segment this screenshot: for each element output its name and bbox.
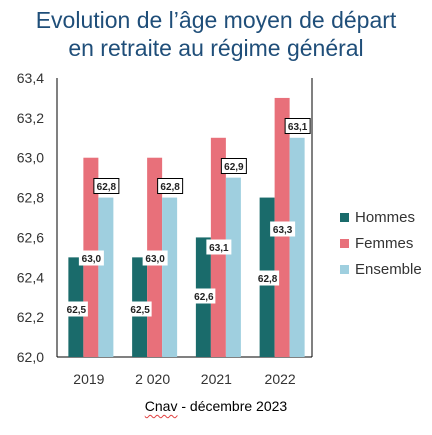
bar-ensemble-3 bbox=[289, 137, 305, 357]
chart-title-line-1: Evolution de l’âge moyen de départ bbox=[35, 7, 397, 33]
source-note: Cnav - décembre 2023 bbox=[0, 398, 432, 414]
data-label-box bbox=[78, 250, 104, 266]
data-label-box bbox=[220, 158, 247, 174]
data-label-box bbox=[93, 178, 120, 194]
data-label-box bbox=[157, 178, 184, 194]
data-label-box bbox=[192, 288, 216, 304]
data-label-box bbox=[64, 301, 88, 317]
legend-swatch-femmes bbox=[340, 239, 349, 248]
legend-swatch-ensemble bbox=[340, 265, 349, 274]
data-label-hommes: 62,5 bbox=[130, 305, 150, 316]
data-label-box bbox=[256, 270, 280, 286]
legend-label-ensemble: Ensemble bbox=[355, 261, 422, 278]
y-tick-label: 63,4 bbox=[17, 70, 44, 86]
data-label-hommes: 62,6 bbox=[194, 292, 214, 303]
data-label-hommes: 62,8 bbox=[258, 274, 278, 285]
data-label-femmes: 63,1 bbox=[209, 243, 229, 254]
data-label-ensemble: 62,8 bbox=[160, 182, 180, 193]
x-tick-label: 2022 bbox=[265, 371, 296, 387]
source-date: - décembre 2023 bbox=[177, 398, 288, 414]
source-org: Cnav bbox=[144, 398, 178, 414]
legend-label-femmes: Femmes bbox=[355, 235, 413, 252]
data-label-box bbox=[128, 301, 152, 317]
y-tick-label: 63,2 bbox=[17, 110, 44, 126]
x-tick-label: 2019 bbox=[73, 371, 104, 387]
data-label-ensemble: 62,9 bbox=[224, 162, 244, 173]
legend-label-hommes: Hommes bbox=[355, 209, 415, 226]
data-label-femmes: 63,0 bbox=[145, 254, 165, 265]
bar-chart: 62,0 62,2 62,4 62,6 62,8 63,0 63,2 63,4 2019 62,5… bbox=[17, 70, 422, 387]
data-label-box bbox=[270, 221, 296, 237]
y-tick-label: 62,0 bbox=[17, 349, 44, 365]
y-tick-label: 62,6 bbox=[17, 229, 44, 245]
bar-ensemble-1 bbox=[162, 197, 178, 357]
data-label-box bbox=[206, 239, 232, 255]
data-label-hommes: 62,5 bbox=[67, 305, 87, 316]
chart-title-line-2: en retraite au régime général bbox=[68, 35, 364, 61]
y-tick-label: 62,8 bbox=[17, 190, 44, 206]
x-tick-label: 2021 bbox=[201, 371, 232, 387]
data-label-box bbox=[284, 118, 311, 134]
y-tick-label: 63,0 bbox=[17, 150, 44, 166]
data-label-ensemble: 62,8 bbox=[97, 182, 117, 193]
y-tick-label: 62,4 bbox=[17, 269, 44, 285]
data-label-femmes: 63,0 bbox=[82, 254, 102, 265]
x-tick-label: 2 020 bbox=[135, 371, 170, 387]
data-label-box bbox=[142, 250, 168, 266]
legend-swatch-hommes bbox=[340, 213, 349, 222]
data-label-ensemble: 63,1 bbox=[288, 122, 308, 133]
chart-title: Evolution de l’âge moyen de départ en re… bbox=[0, 6, 432, 62]
bar-ensemble-2 bbox=[225, 177, 241, 357]
bar-ensemble-0 bbox=[98, 197, 114, 357]
data-label-femmes: 63,3 bbox=[273, 225, 293, 236]
y-tick-label: 62,2 bbox=[17, 309, 44, 325]
